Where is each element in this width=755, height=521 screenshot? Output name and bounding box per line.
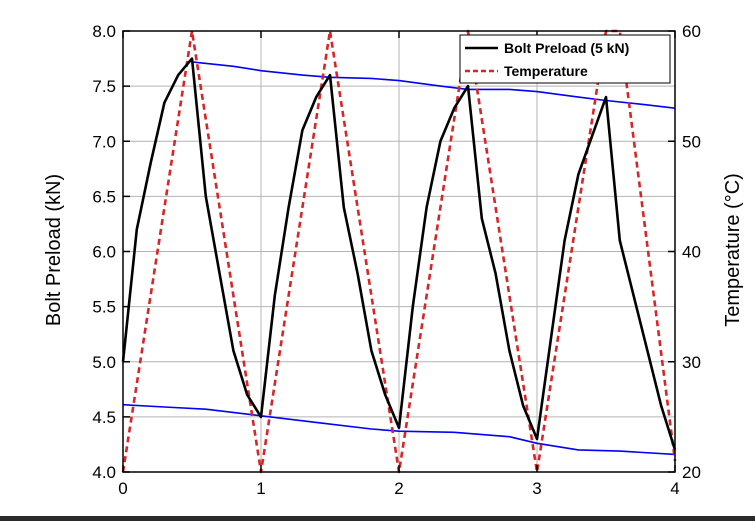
y2-tick-label-1: 30: [682, 353, 701, 372]
bottom-bar: [0, 516, 755, 521]
y-tick-label-7: 7.5: [92, 77, 116, 96]
legend-label-preload: Bolt Preload (5 kN): [504, 40, 629, 56]
series-line-3: [122, 403, 676, 456]
y2-axis-title: Temperature (°C): [722, 173, 744, 327]
x-tick-label-1: 1: [256, 479, 265, 498]
series-line-0: [121, 57, 677, 451]
legend-label-temperature: Temperature: [504, 63, 588, 79]
y-tick-label-1: 4.5: [92, 408, 116, 427]
y-tick-label-5: 6.5: [92, 187, 116, 206]
x-tick-label-0: 0: [118, 479, 127, 498]
tick-labels: 0 1 2 3 4 4.0 4.5 5.0 5.5 6.0 6.5 7.0 7.5 8.0 20 30 40 50…: [92, 22, 701, 498]
grid: [123, 31, 675, 472]
y2-tick-label-0: 20: [682, 463, 701, 482]
y2-tick-label-2: 40: [682, 243, 701, 262]
y-tick-label-2: 5.0: [92, 353, 116, 372]
y-tick-label-6: 7.0: [92, 132, 116, 151]
ticks: [122, 30, 676, 473]
y2-tick-label-4: 60: [682, 22, 701, 41]
legend: Bolt Preload (5 kN) Temperature: [459, 34, 671, 84]
y-axis-title: Bolt Preload (kN): [43, 174, 65, 326]
y-tick-label-0: 4.0: [92, 463, 116, 482]
series-line-2: [191, 61, 676, 109]
x-tick-label-3: 3: [532, 479, 541, 498]
x-tick-label-2: 2: [394, 479, 403, 498]
legend-box: [459, 34, 671, 84]
y-tick-label-4: 6.0: [92, 243, 116, 262]
y-tick-label-8: 8.0: [92, 22, 116, 41]
y2-tick-label-3: 50: [682, 132, 701, 151]
x-tick-label-4: 4: [670, 479, 679, 498]
y-tick-label-3: 5.5: [92, 298, 116, 317]
